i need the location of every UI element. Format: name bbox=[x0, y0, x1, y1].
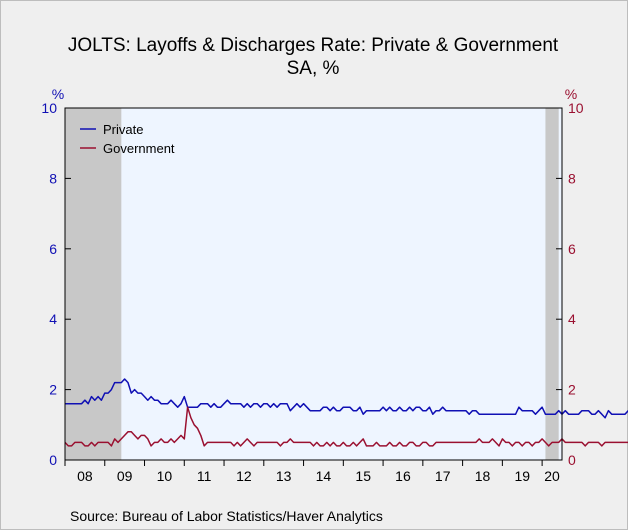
chart-subtitle: SA, % bbox=[286, 58, 340, 79]
x-tick-label: 20 bbox=[544, 468, 560, 484]
x-tick-label: 13 bbox=[276, 468, 292, 484]
legend: Private Government bbox=[80, 122, 175, 156]
x-tick-label: 17 bbox=[435, 468, 451, 484]
x-tick-label: 12 bbox=[236, 468, 252, 484]
left-tick-label: 6 bbox=[49, 241, 57, 257]
left-axis-unit: % bbox=[52, 86, 64, 102]
left-tick-label: 2 bbox=[49, 382, 57, 398]
plot-area bbox=[65, 108, 562, 460]
right-tick-label: 4 bbox=[568, 311, 576, 327]
plot-border bbox=[64, 107, 563, 461]
right-tick-label: 6 bbox=[568, 241, 576, 257]
x-tick-label: 15 bbox=[355, 468, 371, 484]
right-tick-label: 10 bbox=[568, 100, 584, 116]
x-tick-label: 11 bbox=[197, 468, 212, 484]
legend-label-private: Private bbox=[103, 122, 143, 137]
axes: 0 2 4 6 8 10 0 2 4 6 8 10% % 08 09 10 11 12 13 14 15 16 17 18 19… bbox=[41, 86, 583, 484]
x-tick-label: 19 bbox=[514, 468, 530, 484]
right-tick-label: 2 bbox=[568, 382, 576, 398]
x-tick-label: 18 bbox=[475, 468, 491, 484]
x-tick-label: 08 bbox=[77, 468, 93, 484]
right-tick-label: 0 bbox=[568, 452, 576, 468]
legend-label-government: Government bbox=[103, 141, 175, 156]
right-tick-label: 8 bbox=[568, 170, 576, 186]
x-tick-label: 10 bbox=[157, 468, 173, 484]
series-lines bbox=[64, 378, 628, 447]
x-tick-label: 14 bbox=[316, 468, 332, 484]
series-line-private bbox=[65, 378, 628, 419]
recession-band-1 bbox=[65, 108, 122, 460]
recession-shading bbox=[65, 108, 559, 460]
series-line-government bbox=[64, 406, 628, 447]
left-tick-label: 4 bbox=[49, 311, 57, 327]
left-tick-label: 0 bbox=[49, 452, 57, 468]
left-tick-label: 8 bbox=[49, 170, 57, 186]
recession-band-2 bbox=[545, 108, 559, 460]
right-axis-unit: % bbox=[565, 86, 577, 102]
left-tick-label: 10 bbox=[41, 100, 57, 116]
x-tick-label: 09 bbox=[117, 468, 133, 484]
chart-title: JOLTS: Layoffs & Discharges Rate: Privat… bbox=[67, 35, 559, 56]
chart-title-block: JOLTS: Layoffs & Discharges Rate: Privat… bbox=[0, 34, 626, 80]
x-tick-label: 16 bbox=[395, 468, 411, 484]
source-note: Source: Bureau of Labor Statistics/Haver… bbox=[70, 508, 383, 524]
